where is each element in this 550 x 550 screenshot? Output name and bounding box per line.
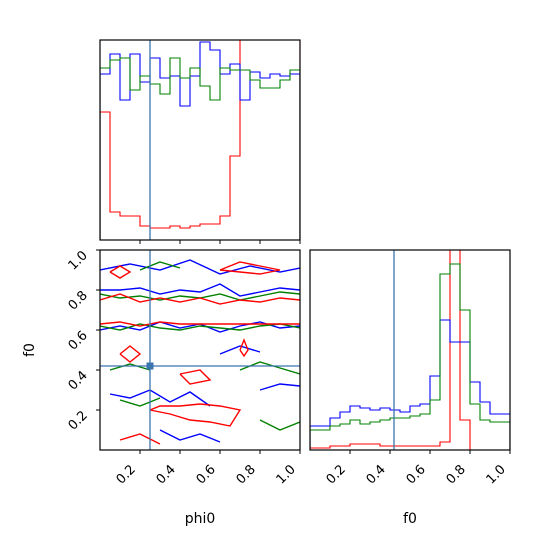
contour-series-1-path-4	[119, 397, 161, 407]
x-axis-label-phi0: phi0	[185, 511, 216, 527]
contour-series-0-path-0	[100, 283, 300, 297]
phi0-marginal-histogram	[99, 39, 301, 244]
truth-marker	[146, 362, 154, 370]
contour-series-2-path-1	[100, 321, 300, 327]
contour-series-2-path-7	[119, 433, 161, 445]
contour-series-1-path-5	[259, 419, 300, 431]
histogram-series-2	[310, 263, 510, 450]
y-axis-label-f0: f0	[22, 343, 38, 357]
x-axis-label-f0: f0	[403, 511, 417, 527]
contour-series-2-path-3	[219, 261, 281, 275]
joint-panel-frame	[99, 249, 301, 451]
phi0-marginal-frame	[99, 39, 301, 241]
contour-series-0-path-6	[159, 429, 221, 443]
contour-series-1-path-2	[139, 261, 181, 271]
contour-series-2-path-2	[109, 265, 132, 279]
contour-series-2-path-5	[179, 369, 212, 385]
contour-series-2-path-8	[239, 338, 249, 358]
contour-series-2-path-6	[149, 403, 242, 427]
contour-series-1-path-6	[109, 363, 151, 371]
contour-series-1-path-1	[100, 323, 300, 331]
histogram-series-0	[100, 40, 300, 240]
contour-series-0-path-4	[259, 383, 300, 391]
f0-marginal-frame	[309, 249, 511, 451]
histogram-series-2	[100, 57, 300, 240]
contour-series-2-path-4	[119, 345, 142, 363]
contour-series-0-path-3	[109, 389, 211, 407]
histogram-series-1	[310, 319, 510, 450]
histogram-series-0	[310, 250, 510, 450]
contour-series-2-path-0	[100, 293, 300, 305]
contour-series-0-path-5	[219, 345, 261, 355]
